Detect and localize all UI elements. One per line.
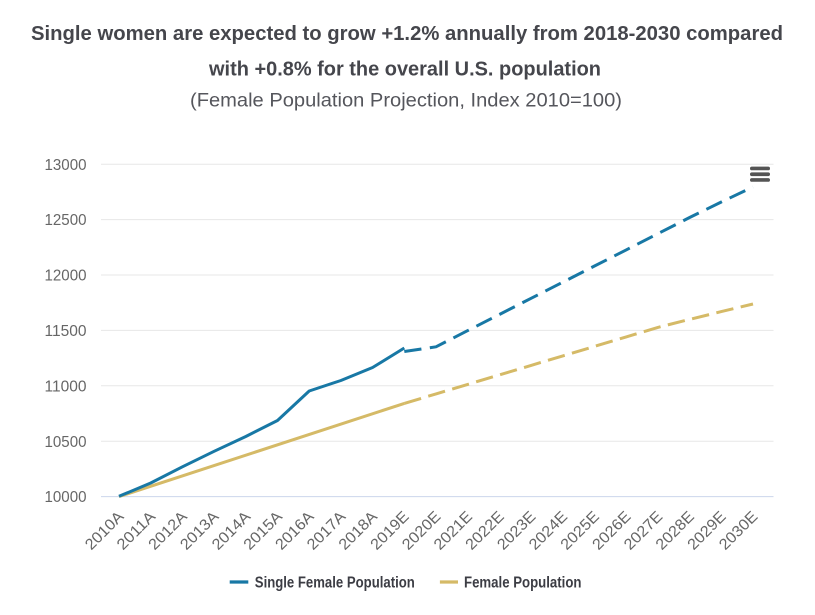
- svg-text:13000: 13000: [45, 157, 87, 174]
- svg-text:12000: 12000: [45, 268, 87, 285]
- svg-text:10000: 10000: [45, 489, 87, 506]
- svg-text:10500: 10500: [45, 434, 87, 451]
- svg-text:Single women are expected to g: Single women are expected to grow +1.2% …: [31, 22, 783, 45]
- svg-text:11500: 11500: [45, 323, 87, 340]
- svg-text:with +0.8% for the overall U.S: with +0.8% for the overall U.S. populati…: [208, 58, 601, 81]
- svg-text:(Female Population Projection,: (Female Population Projection, Index 201…: [190, 90, 622, 112]
- svg-text:11000: 11000: [45, 378, 87, 395]
- svg-text:12500: 12500: [45, 212, 87, 229]
- svg-text:Female Population: Female Population: [464, 575, 582, 592]
- svg-text:Single Female Population: Single Female Population: [255, 575, 415, 592]
